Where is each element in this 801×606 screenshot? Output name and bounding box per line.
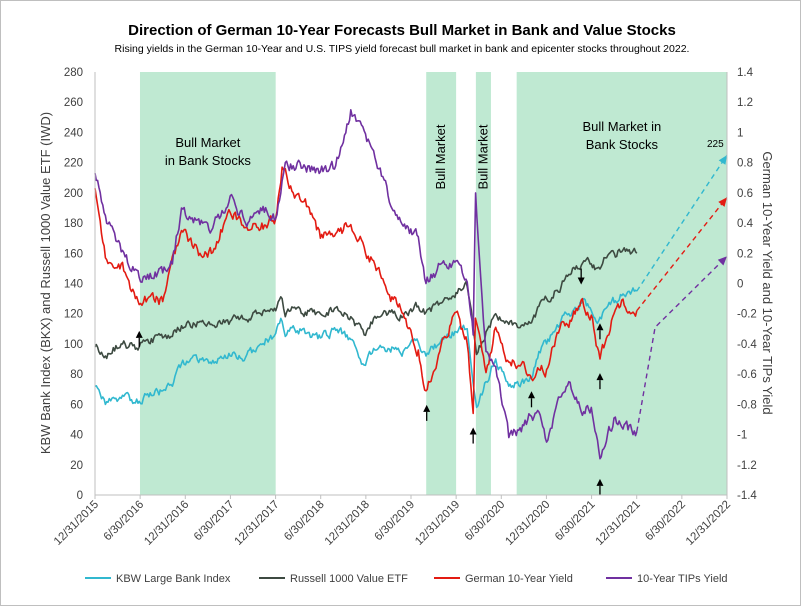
annotation-arrow-up-4	[527, 391, 535, 399]
chart-title: Direction of German 10-Year Forecasts Bu…	[128, 22, 676, 39]
shaded-region-3	[475, 72, 491, 495]
annotation-arrow-up-6	[596, 323, 604, 331]
shaded-region-4	[516, 72, 727, 495]
forecast-arrowhead-3	[718, 197, 727, 207]
left-axis-ticks: 0 20 40 60 80 100 120 140 160 180 200 220 240 260 280	[64, 67, 83, 502]
right-axis-title: German 10-Year Yield and 10-Year TIPs Yi…	[760, 151, 775, 414]
shaded-region-label-3: Bull Market	[475, 124, 490, 189]
left-tick-label-10: 180	[64, 218, 83, 230]
right-tick-label-14: 1.2	[737, 97, 753, 109]
right-tick-label-9: 0.2	[737, 248, 753, 260]
shaded-region-label-4-1: Bull Market in	[582, 119, 661, 134]
x-tick-label-7: 12/31/2018	[323, 499, 372, 548]
legend-label-3: German 10-Year Yield	[465, 573, 573, 585]
right-tick-label-4: -0.8	[737, 399, 757, 411]
left-tick-label-7: 120	[64, 309, 83, 321]
forecast-label-1: 225	[707, 139, 724, 150]
x-tick-label-15: 12/31/2022	[684, 499, 733, 548]
x-tick-label-3: 12/31/2016	[142, 499, 191, 548]
annotation-arrow-up-2	[423, 404, 431, 412]
left-tick-label-9: 160	[64, 248, 83, 260]
forecast-line-4	[636, 255, 728, 432]
x-tick-label-11: 12/31/2020	[503, 499, 552, 548]
right-tick-label-1: -1.4	[737, 490, 757, 502]
series-line-2	[94, 247, 638, 360]
shaded-region-1	[139, 72, 276, 495]
x-tick-label-2: 6/30/2016	[102, 499, 147, 544]
right-axis-ticks: -1.4 -1.2 -1 -0.8 -0.6 -0.4 -0.2 0 0.2 0.4 0.6 0.8 1…	[737, 67, 757, 502]
shaded-region-label-1-1: Bull Market	[175, 135, 240, 150]
left-axis-title: KBW Bank Index (BKX) and Russell 1000 Va…	[38, 112, 53, 454]
right-tick-label-10: 0.4	[737, 218, 754, 230]
left-tick-label-15: 280	[64, 67, 83, 79]
x-tick-label-8: 6/30/2019	[372, 499, 417, 544]
left-tick-label-14: 260	[64, 97, 83, 109]
annotation-arrow-up-8	[596, 478, 604, 486]
legend-label-1: KBW Large Bank Index	[116, 573, 231, 585]
right-tick-label-13: 1	[737, 127, 743, 139]
series-line-3	[94, 166, 638, 415]
x-tick-label-6: 6/30/2018	[282, 499, 327, 544]
left-tick-label-1: 0	[77, 490, 83, 502]
annotation-arrow-down-5	[577, 277, 585, 285]
x-tick-label-1: 12/31/2015	[52, 499, 101, 548]
x-tick-label-12: 6/30/2021	[553, 499, 598, 544]
right-tick-label-2: -1.2	[737, 460, 757, 472]
left-tick-label-13: 240	[64, 127, 83, 139]
shaded-regions: Bull Market in Bank Stocks Bull Market Bull…	[139, 72, 727, 495]
annotation-arrow-up-7	[596, 373, 604, 381]
chart-subtitle: Rising yields in the German 10-Year and …	[115, 43, 690, 55]
left-tick-label-3: 40	[70, 430, 83, 442]
legend: KBW Large Bank Index Russell 1000 Value E…	[85, 573, 728, 585]
left-tick-label-2: 20	[70, 460, 83, 472]
shaded-region-label-1-2: in Bank Stocks	[165, 153, 251, 168]
x-tick-label-4: 6/30/2017	[192, 499, 237, 544]
right-tick-label-11: 0.6	[737, 188, 753, 200]
left-tick-label-5: 80	[70, 369, 83, 381]
left-tick-label-11: 200	[64, 188, 83, 200]
right-tick-label-6: -0.4	[737, 339, 757, 351]
annotation-arrow-up-3	[469, 427, 477, 435]
legend-label-2: Russell 1000 Value ETF	[290, 573, 408, 585]
legend-label-4: 10-Year TIPs Yield	[637, 573, 728, 585]
x-tick-label-10: 6/30/2020	[463, 499, 508, 544]
forecast-line-3	[636, 196, 728, 312]
left-tick-label-12: 220	[64, 158, 83, 170]
annotations	[135, 268, 604, 495]
forecast-arrowhead-1	[718, 155, 727, 165]
x-tick-label-5: 12/31/2017	[233, 499, 282, 548]
right-tick-label-5: -0.6	[737, 369, 757, 381]
x-tick-label-13: 12/31/2021	[594, 499, 643, 548]
shaded-region-2	[426, 72, 457, 495]
x-tick-label-9: 12/31/2019	[413, 499, 462, 548]
annotation-arrow-up-1	[135, 330, 143, 338]
left-tick-label-4: 60	[70, 399, 83, 411]
shaded-region-label-4-2: Bank Stocks	[586, 137, 659, 152]
right-tick-label-7: -0.2	[737, 309, 757, 321]
series-line-1	[94, 287, 638, 409]
right-tick-label-12: 0.8	[737, 158, 753, 170]
left-tick-label-6: 100	[64, 339, 83, 351]
forecast-line-1	[636, 154, 728, 292]
forecast-arrowhead-4	[717, 256, 727, 266]
shaded-region-label-2: Bull Market	[433, 124, 448, 189]
right-tick-label-15: 1.4	[737, 67, 754, 79]
series-layer: 225	[94, 109, 728, 460]
series-line-4	[94, 109, 638, 460]
right-tick-label-3: -1	[737, 430, 747, 442]
left-tick-label-8: 140	[64, 279, 83, 291]
x-tick-label-14: 6/30/2022	[643, 499, 688, 544]
right-tick-label-8: 0	[737, 279, 743, 291]
